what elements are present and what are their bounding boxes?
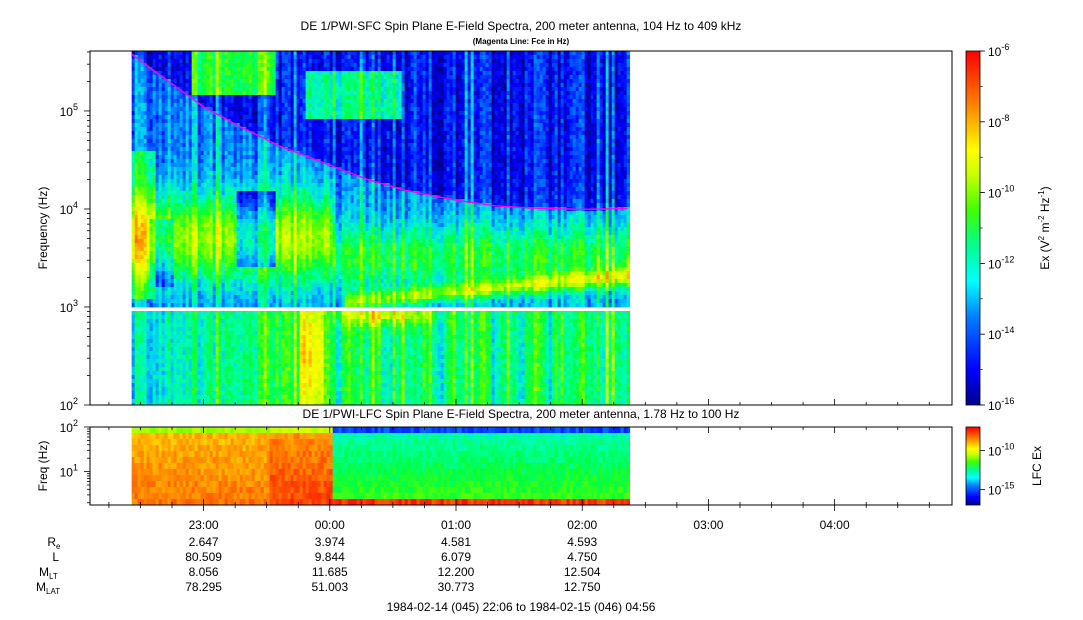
ephemeris-value: 2.647: [189, 535, 219, 549]
sfc-yaxis-tick-label: 105: [60, 102, 78, 119]
sfc-title: DE 1/PWI-SFC Spin Plane E-Field Spectra,…: [301, 19, 742, 33]
ephemeris-row-label: M: [39, 565, 49, 579]
sfc-subtitle: (Magenta Line: Fce in Hz): [473, 37, 570, 46]
lfc-colorbar: [965, 426, 981, 506]
sfc-cbar-ticks-label: 10-14: [988, 325, 1014, 342]
time-tick-label: 23:00: [189, 518, 219, 532]
sfc-cbar-ticks-label: 10-12: [988, 254, 1014, 271]
ephemeris-value: 51.003: [311, 580, 348, 594]
lfc-yaxis-tick-label: 102: [60, 418, 78, 435]
ephemeris-row-label: L: [52, 550, 59, 564]
sfc-cbar-ticks-label: 10-8: [988, 113, 1009, 130]
ephemeris-value: 30.773: [438, 580, 475, 594]
ephemeris-value: 12.504: [564, 565, 601, 579]
ephemeris-row-label: M: [36, 580, 46, 594]
sfc-colorbar: [965, 50, 981, 406]
time-tick-label: 02:00: [567, 518, 597, 532]
lfc-colorbar-ticks: 10-10 10-15: [980, 441, 1014, 497]
lfc-colorbar-tick-label: 10-10: [988, 441, 1014, 458]
ephemeris-value: 6.079: [441, 550, 471, 564]
time-tick-label: 03:00: [693, 518, 723, 532]
sfc-spectrogram: [131, 51, 631, 405]
ephemeris-value: 12.200: [438, 565, 475, 579]
ephemeris-value: 11.685: [312, 565, 348, 579]
sfc-y-label: Frequency (Hz): [36, 187, 50, 270]
ephemeris-value: 4.750: [567, 550, 597, 564]
lfc-y-label: Freq (Hz): [36, 441, 50, 492]
sfc-cbar-ticks-label: 10-10: [988, 184, 1014, 201]
time-axis: 23:00 00:00 01:00 02:00 03:00 04:00: [108, 399, 930, 532]
lfc-colorbar-tick-label: 10-15: [988, 480, 1014, 497]
sfc-colorbar-label: Ex (V2 m-2 Hz-1): [1037, 186, 1052, 269]
ephemeris-value: 4.581: [441, 535, 471, 549]
sfc-yaxis-tick-label: 104: [60, 200, 78, 217]
ephemeris-row-subscript: e: [56, 542, 61, 551]
ephemeris-value: 80.509: [185, 550, 222, 564]
ephemeris-value: 3.974: [315, 535, 345, 549]
sfc-yaxis-tick-label: 103: [60, 298, 78, 315]
ephemeris-value: 12.750: [564, 580, 601, 594]
fce-line: [131, 53, 628, 211]
ephemeris-value: 8.056: [189, 565, 219, 579]
ephemeris-value: 78.295: [185, 580, 222, 594]
lfc-yaxis-tick-label: 101: [60, 463, 78, 480]
lfc-spectrogram: [131, 427, 631, 505]
ephemeris-row-label: R: [47, 535, 56, 549]
lfc-colorbar-label: LFC Ex: [1030, 446, 1044, 486]
time-tick-label: 04:00: [820, 518, 850, 532]
sfc-cbar-ticks-label: 10-6: [988, 42, 1009, 59]
lfc-y-axis: 101 102: [60, 418, 90, 504]
time-tick-label: 01:00: [441, 518, 471, 532]
sfc-y-axis: 102 103 104 105: [60, 51, 90, 413]
ephemeris-value: 9.844: [315, 550, 345, 564]
ephemeris-value: 4.593: [567, 535, 597, 549]
sfc-cbar-ticks-label: 10-16: [988, 396, 1014, 413]
time-tick-label: 00:00: [315, 518, 345, 532]
lfc-title: DE 1/PWI-LFC Spin Plane E-Field Spectra,…: [303, 407, 740, 421]
time-range-label: 1984-02-14 (045) 22:06 to 1984-02-15 (04…: [387, 600, 656, 614]
sfc-colorbar-ticks: 10-6 10-8 10-10 10-12 10-14 10-16: [980, 42, 1014, 413]
ephemeris-row-subscript: LAT: [46, 587, 60, 596]
sfc-yaxis-tick-label: 102: [60, 396, 78, 413]
ephemeris-row-subscript: LT: [49, 572, 58, 581]
